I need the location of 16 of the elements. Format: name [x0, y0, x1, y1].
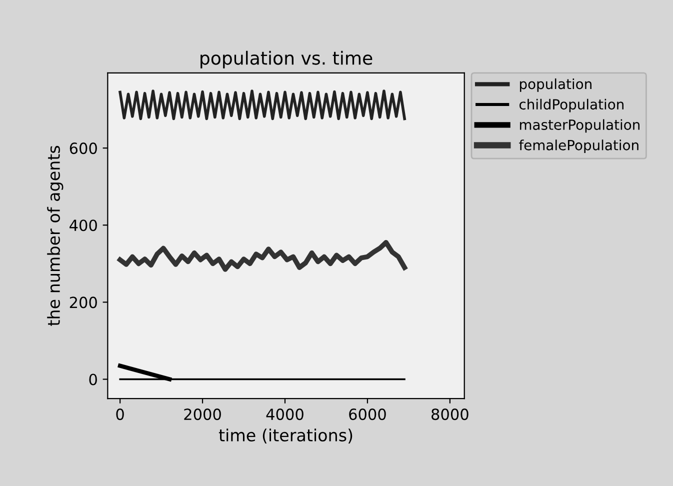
x-tick-label: 6000 — [349, 408, 386, 420]
y-axis-title: the number of agents — [47, 146, 64, 326]
y-tick-label: 0 — [89, 374, 97, 386]
x-axis-title: time (iterations) — [218, 428, 352, 444]
y-tick-label: 600 — [70, 142, 97, 154]
chart-title: population vs. time — [200, 50, 372, 68]
x-tick-label: 4000 — [266, 408, 304, 420]
y-tick-label: 200 — [70, 296, 97, 308]
legend-label: population — [520, 78, 592, 92]
x-tick-label: 8000 — [432, 408, 468, 420]
x-tick-label: 2000 — [184, 408, 221, 420]
x-tick-label: 0 — [116, 408, 124, 420]
legend-label: masterPopulation — [520, 119, 640, 133]
y-tick-label: 400 — [70, 220, 97, 232]
legend-label: childPopulation — [519, 98, 624, 112]
legend-label: femalePopulation — [519, 140, 638, 154]
